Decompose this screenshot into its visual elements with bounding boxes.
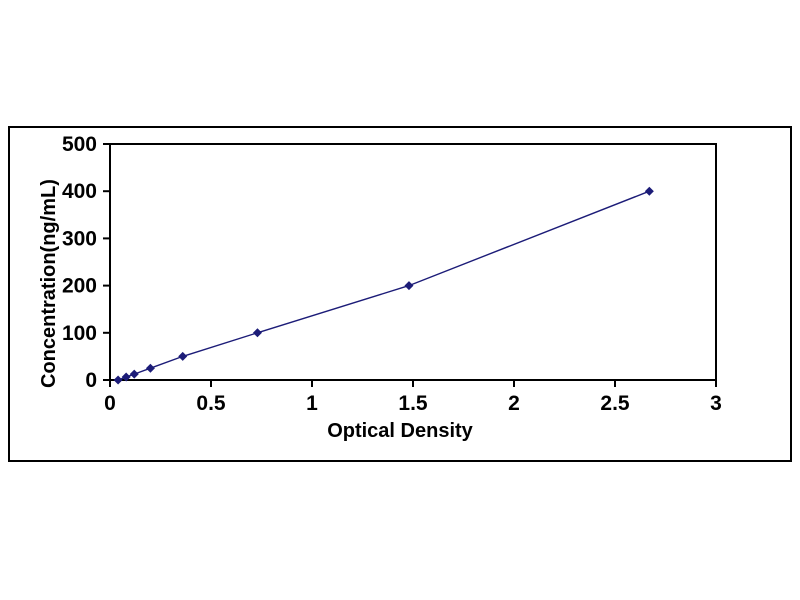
y-axis-title: Concentration(ng/mL)	[38, 179, 278, 388]
svg-text:3: 3	[710, 392, 722, 415]
svg-text:300: 300	[62, 227, 97, 250]
svg-text:0: 0	[85, 369, 97, 392]
svg-text:400: 400	[62, 180, 97, 203]
line-chart-svg: 0 0.5 1 1.5 2 2.5 3 0 100 200 300 400 500	[62, 133, 722, 415]
svg-text:1.5: 1.5	[398, 392, 428, 415]
svg-text:1: 1	[306, 392, 318, 415]
svg-text:2: 2	[508, 392, 520, 415]
x-axis-title: Optical Density	[327, 420, 473, 442]
svg-text:2.5: 2.5	[600, 392, 630, 415]
svg-text:0.5: 0.5	[196, 392, 226, 415]
svg-text:500: 500	[62, 133, 97, 156]
svg-text:0: 0	[104, 392, 116, 415]
svg-text:200: 200	[62, 275, 97, 298]
svg-text:100: 100	[62, 322, 97, 345]
chart-frame: 0 0.5 1 1.5 2 2.5 3 0 100 200 300 400 500	[8, 126, 792, 462]
